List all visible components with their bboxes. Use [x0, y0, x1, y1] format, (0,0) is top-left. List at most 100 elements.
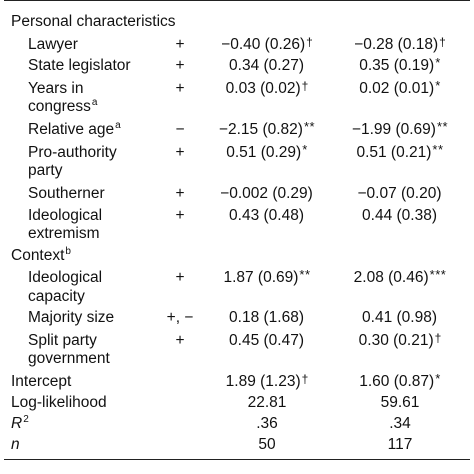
model1-value: .36 — [256, 415, 278, 432]
row-label: Log-likelihood — [11, 394, 107, 411]
section-title: Contextb — [11, 246, 71, 264]
model2-value: 0.41 (0.98) — [362, 309, 437, 326]
expected-sign: + — [175, 36, 185, 53]
table-row: Southerner + −0.002 (0.29) −0.07 (0.20) — [0, 184, 474, 204]
model1-value: 0.34 (0.27) — [229, 57, 304, 74]
table-row: Log-likelihood 22.81 59.61 — [0, 393, 474, 413]
expected-sign: + — [175, 57, 185, 74]
row-label: Ideological — [28, 269, 103, 286]
significance-marker: † — [306, 35, 313, 49]
row-label-line2: government — [28, 350, 110, 367]
significance-marker: † — [439, 35, 446, 49]
row-label: Pro-authority — [28, 144, 117, 161]
row-label: Southerner — [28, 185, 105, 202]
significance-marker: † — [434, 331, 442, 345]
model2-value: .34 — [389, 415, 411, 432]
table-row: Pro-authority + 0.51 (0.29)* 0.51 (0.21)… — [0, 142, 474, 163]
expected-sign: + — [175, 207, 185, 224]
row-label-line2: extremism — [28, 225, 100, 242]
model1-value: 0.51 (0.29)* — [226, 142, 308, 161]
significance-marker: * — [435, 78, 441, 93]
model2-value: 0.44 (0.38) — [362, 207, 437, 224]
expected-sign: − — [175, 121, 185, 138]
row-label-line2: party — [28, 162, 63, 179]
row-label-line2: congressa — [28, 97, 98, 115]
footnote-marker: b — [65, 246, 71, 257]
significance-marker: ** — [436, 119, 449, 134]
row-label: Intercept — [11, 373, 72, 390]
expected-sign: + — [175, 144, 185, 161]
expected-sign: + — [175, 80, 185, 97]
model1-value: 1.87 (0.69)** — [223, 267, 311, 286]
table-row: State legislator + 0.34 (0.27) 0.35 (0.1… — [0, 55, 474, 76]
model1-value: 0.03 (0.02)† — [225, 79, 309, 97]
model1-value: −0.002 (0.29) — [220, 185, 313, 202]
significance-marker: ** — [432, 142, 444, 157]
row-label: Years in — [28, 80, 84, 97]
model1-value: 50 — [258, 436, 276, 453]
table-row-continuation: congressa — [0, 97, 474, 117]
table-top-rule — [4, 0, 470, 1]
model2-value: 0.51 (0.21)** — [356, 142, 444, 161]
row-label: Ideological — [28, 207, 103, 224]
model1-value: 0.43 (0.48) — [229, 207, 304, 224]
footnote-marker: a — [115, 120, 121, 131]
significance-marker: * — [435, 55, 441, 70]
table-row: Ideological + 1.87 (0.69)** 2.08 (0.46)*… — [0, 267, 474, 288]
model1-value: 0.45 (0.47) — [229, 332, 304, 349]
row-label: Lawyer — [28, 36, 78, 53]
table-row: R2 .36 .34 — [0, 414, 474, 434]
model2-value: −1.99 (0.69)** — [351, 119, 449, 138]
model2-value: −0.28 (0.18)† — [354, 35, 446, 53]
model1-value: 22.81 — [247, 394, 287, 411]
table-row: Intercept 1.89 (1.23)† 1.60 (0.87)* — [0, 371, 474, 392]
footnote-marker: a — [91, 97, 98, 108]
table-row-continuation: party — [0, 161, 474, 181]
expected-sign: + — [175, 269, 185, 286]
model1-value: 0.18 (1.68) — [229, 309, 304, 326]
model2-value: 0.30 (0.21)† — [358, 331, 442, 349]
significance-marker: * — [302, 142, 308, 157]
row-label: R2 — [11, 414, 29, 432]
superscript: 2 — [23, 414, 29, 425]
expected-sign: +, − — [166, 309, 194, 326]
model2-value: 0.35 (0.19)* — [359, 55, 441, 74]
table-row: Lawyer + −0.40 (0.26)† −0.28 (0.18)† — [0, 35, 474, 55]
table-row-continuation: extremism — [0, 224, 474, 244]
significance-marker: ** — [303, 119, 316, 134]
significance-marker: *** — [429, 267, 447, 282]
expected-sign: + — [175, 332, 185, 349]
model2-value: −0.07 (0.20) — [357, 185, 442, 202]
model2-value: 117 — [387, 436, 413, 453]
table-row: Majority size +, − 0.18 (1.68) 0.41 (0.9… — [0, 308, 474, 328]
model2-value: 59.61 — [380, 394, 420, 411]
model1-value: −2.15 (0.82)** — [218, 119, 316, 138]
table-row: Ideological + 0.43 (0.48) 0.44 (0.38) — [0, 206, 474, 226]
row-label: n — [11, 436, 20, 453]
table-row-continuation: government — [0, 349, 474, 369]
model1-value: 1.89 (1.23)† — [225, 372, 309, 390]
significance-marker: ** — [299, 267, 311, 282]
model1-value: −0.40 (0.26)† — [221, 35, 313, 53]
significance-marker: † — [301, 79, 309, 93]
table-row: Years in + 0.03 (0.02)† 0.02 (0.01)* — [0, 78, 474, 99]
model2-value: 2.08 (0.46)*** — [353, 267, 447, 286]
table-row: Split party + 0.45 (0.47) 0.30 (0.21)† — [0, 331, 474, 351]
expected-sign: + — [175, 185, 185, 202]
row-label-line2: capacity — [28, 288, 85, 305]
model2-value: 1.60 (0.87)* — [359, 371, 441, 390]
table-bottom-rule — [4, 459, 470, 460]
significance-marker: † — [301, 372, 309, 386]
row-label: State legislator — [28, 57, 131, 74]
section-title: Personal characteristics — [11, 13, 176, 30]
row-label: Split party — [28, 332, 97, 349]
section-header-context: Contextb — [0, 246, 474, 266]
table-row: Relative agea − −2.15 (0.82)** −1.99 (0.… — [0, 119, 474, 140]
section-header-personal: Personal characteristics — [0, 12, 474, 32]
row-label: Relative agea — [28, 120, 121, 138]
model2-value: 0.02 (0.01)* — [359, 78, 441, 97]
row-label: Majority size — [28, 309, 115, 326]
table-row-continuation: capacity — [0, 287, 474, 307]
table-row: n 50 117 — [0, 435, 474, 455]
significance-marker: * — [435, 371, 441, 386]
